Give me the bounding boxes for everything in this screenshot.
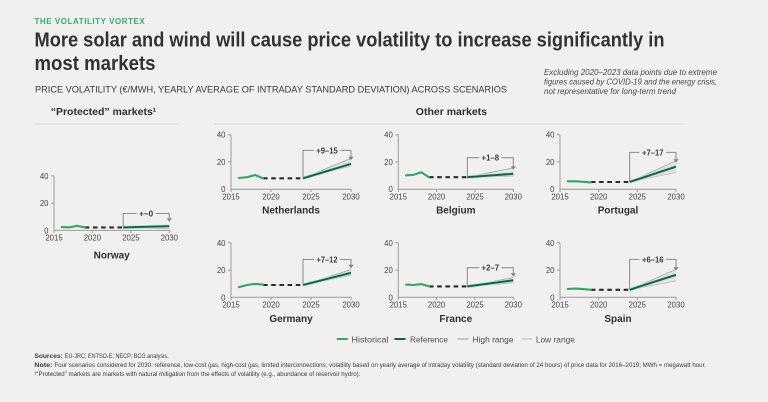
- svg-text:2025: 2025: [466, 192, 484, 201]
- svg-text:+~0: +~0: [139, 209, 154, 218]
- svg-text:2030: 2030: [667, 301, 685, 310]
- svg-text:2015: 2015: [551, 192, 569, 201]
- svg-text:¹“Protected” markets are marke: ¹“Protected” markets are markets with na…: [34, 371, 360, 378]
- svg-text:2020: 2020: [428, 301, 446, 310]
- svg-text:Netherlands: Netherlands: [262, 206, 320, 217]
- svg-text:2030: 2030: [342, 192, 360, 201]
- svg-text:Low range: Low range: [536, 335, 576, 344]
- svg-text:2020: 2020: [84, 234, 102, 243]
- svg-text:0: 0: [221, 185, 226, 194]
- svg-text:not representative for long-te: not representative for long-term trend: [544, 86, 676, 96]
- svg-text:2015: 2015: [222, 192, 240, 201]
- svg-text:THE VOLATILITY VORTEX: THE VOLATILITY VORTEX: [35, 17, 146, 26]
- svg-text:20: 20: [384, 266, 393, 275]
- svg-text:2030: 2030: [505, 192, 523, 201]
- svg-text:2030: 2030: [161, 234, 179, 243]
- svg-text:2015: 2015: [390, 192, 408, 201]
- svg-text:2025: 2025: [629, 192, 647, 201]
- svg-text:20: 20: [546, 266, 555, 275]
- svg-text:2030: 2030: [667, 192, 685, 201]
- svg-text:“Protected” markets¹: “Protected” markets¹: [51, 106, 157, 118]
- svg-text:Norway: Norway: [94, 251, 131, 262]
- svg-text:Historical: Historical: [352, 335, 389, 344]
- svg-text:20: 20: [40, 199, 49, 208]
- svg-text:+7–17: +7–17: [642, 148, 664, 157]
- svg-text:2015: 2015: [390, 301, 408, 310]
- svg-text:2020: 2020: [590, 192, 608, 201]
- svg-text:40: 40: [217, 239, 226, 248]
- svg-text:EU-JRC; ENTSO-E; NECP; BCG ana: EU-JRC; ENTSO-E; NECP; BCG analysis.: [65, 353, 169, 360]
- svg-text:40: 40: [40, 172, 49, 181]
- svg-text:20: 20: [384, 158, 393, 167]
- svg-text:+2–7: +2–7: [482, 264, 500, 273]
- svg-text:Germany: Germany: [269, 314, 313, 325]
- svg-text:+1–8: +1–8: [482, 154, 500, 163]
- svg-text:2030: 2030: [505, 301, 523, 310]
- svg-text:2025: 2025: [122, 234, 140, 243]
- svg-text:2025: 2025: [302, 192, 320, 201]
- svg-text:2020: 2020: [262, 192, 280, 201]
- svg-text:0: 0: [550, 185, 555, 194]
- svg-text:2020: 2020: [590, 301, 608, 310]
- svg-text:most markets: most markets: [35, 53, 156, 75]
- svg-text:Other markets: Other markets: [416, 106, 487, 118]
- svg-text:France: France: [439, 314, 472, 325]
- svg-text:20: 20: [217, 158, 226, 167]
- svg-text:0: 0: [550, 293, 555, 302]
- svg-text:2015: 2015: [45, 234, 63, 243]
- svg-text:Spain: Spain: [604, 314, 631, 325]
- svg-text:Portugal: Portugal: [598, 206, 639, 217]
- svg-text:Reference: Reference: [410, 335, 449, 344]
- svg-text:+9–15: +9–15: [316, 146, 338, 155]
- svg-text:40: 40: [384, 239, 393, 248]
- svg-text:2020: 2020: [262, 301, 280, 310]
- svg-text:2015: 2015: [551, 301, 569, 310]
- svg-text:0: 0: [221, 293, 226, 302]
- svg-text:More solar and wind will cause: More solar and wind will cause price vol…: [35, 29, 665, 51]
- svg-text:Sources:: Sources:: [34, 353, 62, 360]
- svg-text:40: 40: [546, 239, 555, 248]
- svg-text:PRICE VOLATILITY (€/MWH, YEARL: PRICE VOLATILITY (€/MWH, YEARLY AVERAGE …: [35, 84, 507, 94]
- svg-text:2025: 2025: [302, 301, 320, 310]
- svg-text:figures caused by COVID-19 and: figures caused by COVID-19 and the energ…: [544, 76, 717, 86]
- svg-text:Belgium: Belgium: [436, 206, 476, 217]
- svg-text:2025: 2025: [466, 301, 484, 310]
- svg-text:40: 40: [217, 131, 226, 140]
- svg-text:Four scenarios considered for: Four scenarios considered for 2030: refe…: [54, 362, 706, 369]
- svg-text:2020: 2020: [428, 192, 446, 201]
- svg-text:0: 0: [44, 226, 49, 235]
- svg-text:0: 0: [388, 185, 393, 194]
- svg-text:High range: High range: [473, 335, 515, 344]
- svg-text:40: 40: [384, 131, 393, 140]
- svg-text:2015: 2015: [222, 301, 240, 310]
- svg-text:+7–12: +7–12: [317, 255, 339, 264]
- svg-text:0: 0: [388, 293, 393, 302]
- svg-text:+6–16: +6–16: [642, 255, 664, 264]
- svg-text:Excluding 2020–2023 data point: Excluding 2020–2023 data points due to e…: [544, 67, 717, 77]
- svg-text:20: 20: [546, 158, 555, 167]
- svg-text:Note:: Note:: [34, 362, 52, 369]
- svg-text:40: 40: [546, 131, 555, 140]
- svg-text:20: 20: [217, 266, 226, 275]
- svg-text:2030: 2030: [342, 301, 360, 310]
- svg-text:2025: 2025: [629, 301, 647, 310]
